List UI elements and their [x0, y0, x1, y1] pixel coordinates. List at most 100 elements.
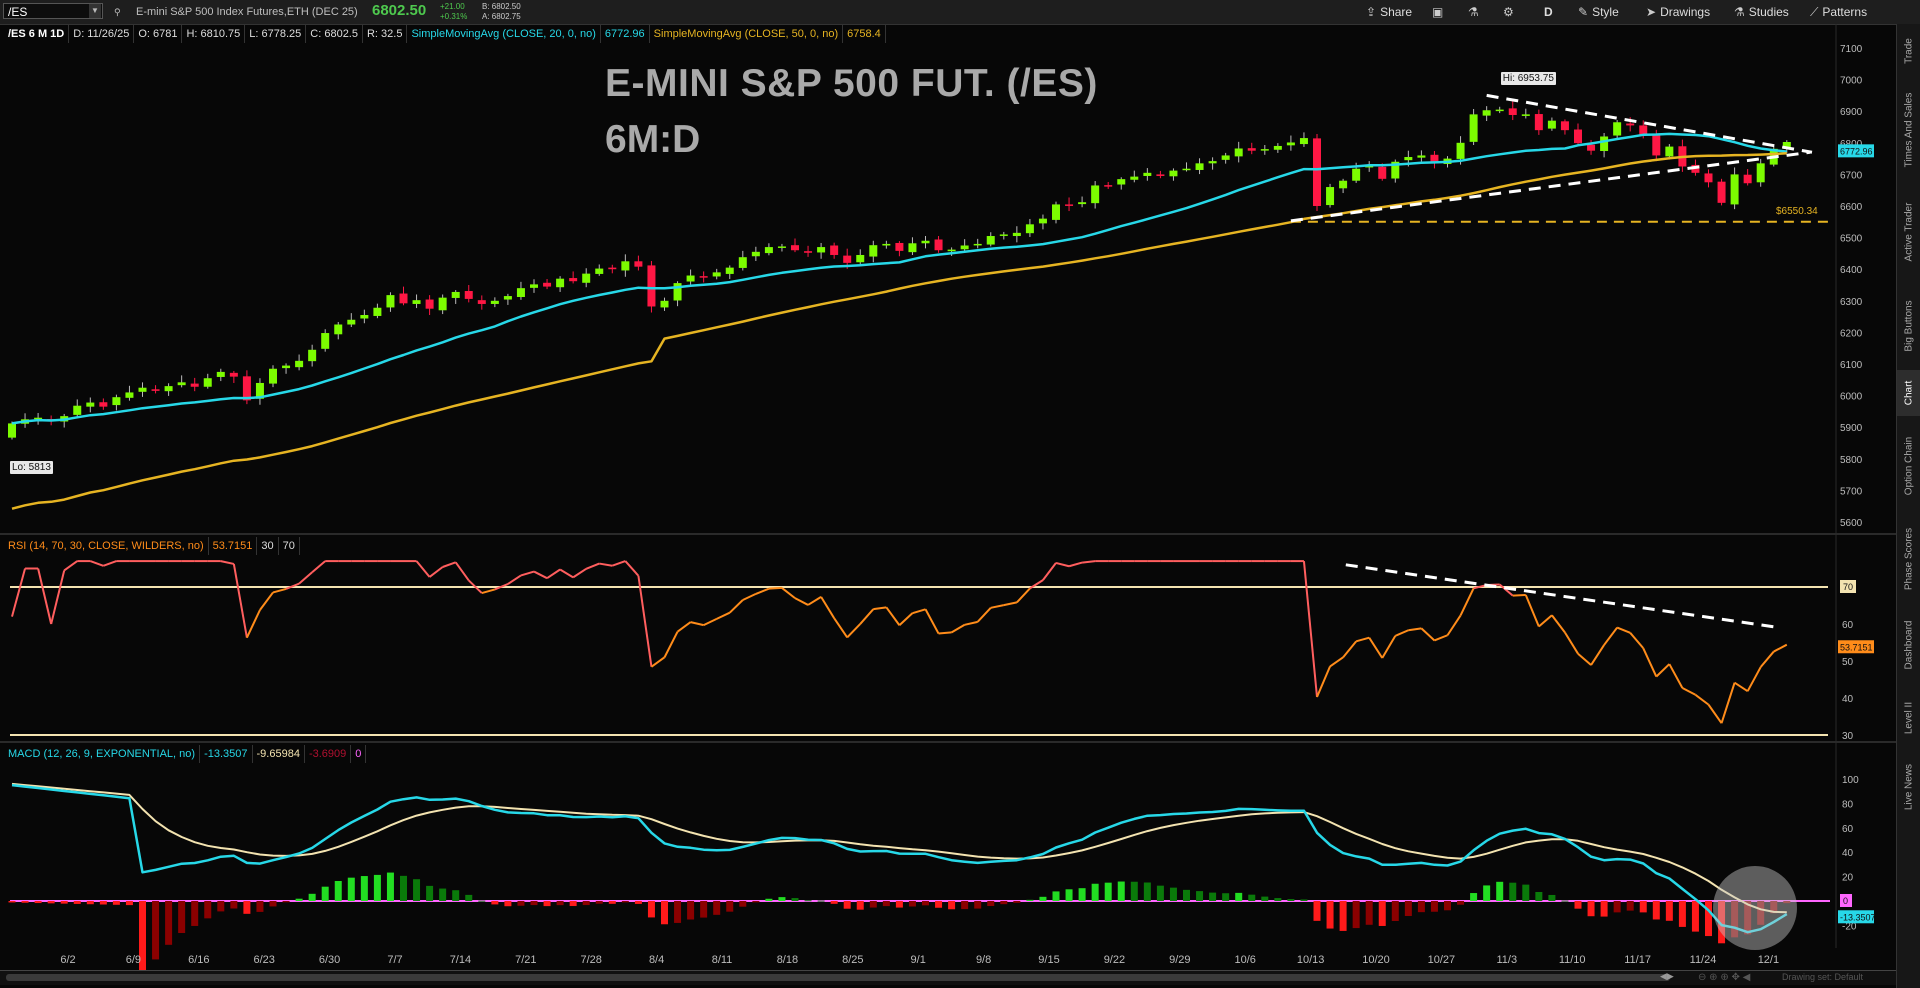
studies-button[interactable]: ⚗ Studies [1734, 5, 1789, 19]
macd-histogram-bar [230, 901, 238, 909]
rsi-segment [1590, 644, 1605, 666]
tab-big-buttons[interactable]: Big Buttons [1903, 300, 1915, 352]
scrollbar-thumb[interactable] [6, 974, 1670, 981]
resistance-trendline [1486, 93, 1813, 154]
rsi-segment [1564, 631, 1579, 655]
price-rsi-divider[interactable] [0, 533, 1896, 535]
tab-option-chain[interactable]: Option Chain [1903, 436, 1915, 496]
drawings-button[interactable]: ➤ Drawings [1646, 5, 1711, 19]
macd-histogram-bar [530, 901, 538, 906]
rsi-segment [1302, 561, 1318, 698]
candle-body [1456, 142, 1465, 159]
rsi-segment [976, 607, 992, 623]
rsi-oversold-level: 30 [257, 537, 279, 555]
symbol-input[interactable]: /ES [3, 3, 103, 19]
symbol-dropdown-icon[interactable]: ▼ [89, 4, 101, 18]
rsi-axis-tick: 60 [1842, 620, 1854, 631]
rsi-label[interactable]: RSI (14, 70, 30, CLOSE, WILDERS, no) [4, 537, 209, 555]
rsi-segment [1329, 656, 1344, 668]
sma20-axis-tag [1838, 144, 1874, 158]
macd-histogram-bar [112, 901, 120, 905]
rsi-segment [1773, 643, 1788, 653]
sma20-label[interactable]: SimpleMovingAvg (CLOSE, 20, 0, no) [407, 25, 601, 43]
rsi-segment [63, 560, 78, 572]
macd-histogram-bar [139, 901, 146, 970]
chart-symbol-period[interactable]: /ES 6 M 1D [4, 25, 70, 43]
macd-histogram-bar [1496, 881, 1504, 901]
macd-histogram-bar [1352, 901, 1360, 929]
lab-button[interactable]: ⚗ [1468, 0, 1483, 24]
macd-histogram-bar [256, 901, 264, 912]
macd-histogram-bar [1378, 901, 1386, 926]
price-study-header: /ES 6 M 1D D: 11/26/25 O: 6781 H: 6810.75 L:… [4, 25, 886, 43]
bar-high: H: 6810.75 [182, 25, 246, 43]
rsi-segment [1694, 693, 1710, 706]
tab-dashboard[interactable]: Dashboard [1903, 620, 1915, 670]
rsi-segment [1446, 614, 1462, 636]
tab-active-trader[interactable]: Active Trader [1903, 202, 1915, 262]
candle-body [973, 243, 982, 246]
rsi-segment [794, 597, 809, 606]
macd-histogram-bar [556, 901, 564, 906]
link-icon[interactable]: ⚲ [114, 7, 121, 17]
rsi-segment [1042, 562, 1057, 581]
rsi-segment [703, 617, 718, 627]
rsi-segment [938, 631, 952, 635]
zoom-controls-icon[interactable]: ⊖ ⊕ ⊕ ✥ ◀ [1698, 972, 1751, 983]
macd-histogram-bar [178, 901, 186, 934]
macd-histogram-bar [1457, 901, 1465, 905]
macd-histogram-bar [1639, 901, 1647, 913]
rsi-trendline-anchor [1120, 565, 1780, 628]
rsi-segment [990, 604, 1005, 609]
candle-body [595, 268, 604, 274]
rsi-segment [468, 579, 483, 594]
cursor-highlight-circle [1713, 866, 1797, 950]
rsi-macd-divider[interactable] [0, 741, 1896, 743]
macd-histogram-bar [1417, 901, 1425, 913]
chart-canvas[interactable]: 5600570058005900600061006200630064006500… [0, 0, 1896, 970]
macd-zero-tag-text: 0 [1843, 896, 1848, 906]
macd-axis-tag-text: -13.3507 [1840, 912, 1876, 922]
macd-histogram-bar [569, 901, 577, 907]
rsi-segment [1003, 601, 1018, 607]
settings-button[interactable]: ⚙ [1503, 0, 1518, 24]
tab-phase-scores[interactable]: Phase Scores [1903, 527, 1915, 591]
drawing-set-label[interactable]: Drawing set: Default [1782, 972, 1864, 982]
x-axis-tick: 9/22 [1104, 954, 1125, 966]
price-axis-tick: 6200 [1840, 328, 1863, 339]
patterns-button[interactable]: ⟋ Patterns [1810, 5, 1868, 19]
x-axis-tick: 10/20 [1362, 954, 1390, 966]
tab-trade[interactable]: Trade [1903, 38, 1915, 64]
timeframe-button[interactable]: D [1544, 5, 1553, 19]
macd-label[interactable]: MACD (12, 26, 9, EXPONENTIAL, no) [4, 745, 201, 763]
candle-body [1469, 114, 1478, 142]
sma50-label[interactable]: SimpleMovingAvg (CLOSE, 50, 0, no) [650, 25, 844, 43]
flexible-grid-button[interactable]: ▣ [1432, 0, 1447, 24]
style-button[interactable]: ✎ Style [1578, 5, 1619, 19]
share-button[interactable]: ⇪ Share [1366, 5, 1413, 19]
candle-body [751, 251, 760, 257]
x-axis-tick: 8/11 [712, 954, 733, 966]
macd-header: MACD (12, 26, 9, EXPONENTIAL, no) -13.350… [4, 745, 367, 763]
scroll-right-icon[interactable]: ◀▶ [1660, 971, 1674, 981]
rsi-segment [481, 588, 496, 595]
x-axis-tick: 6/2 [60, 954, 75, 966]
tab-chart[interactable]: Chart [1897, 370, 1920, 416]
tab-times-and-sales[interactable]: Times And Sales [1903, 92, 1915, 168]
macd-histogram-bar [73, 901, 81, 904]
tab-level-ii[interactable]: Level II [1903, 701, 1915, 735]
candle-body [791, 245, 799, 251]
candle-body [569, 278, 578, 282]
tab-live-news[interactable]: Live News [1903, 763, 1915, 811]
instrument-description: E-mini S&P 500 Index Futures,ETH (DEC 25… [136, 6, 358, 18]
candle-body [777, 246, 786, 248]
share-icon: ⇪ [1366, 5, 1377, 19]
chart-title: E-MINI S&P 500 FUT. (/ES) [605, 62, 1098, 105]
macd-histogram-bar [426, 885, 434, 901]
rsi-segment [1394, 629, 1409, 637]
macd-histogram-bar [478, 900, 486, 902]
rsi-segment [690, 621, 704, 627]
chart-scrollbar[interactable]: ◀▶ ⊖ ⊕ ⊕ ✥ ◀ Drawing set: Default [0, 970, 1896, 985]
x-axis-tick: 7/14 [450, 954, 471, 966]
candle-body [1365, 165, 1374, 168]
